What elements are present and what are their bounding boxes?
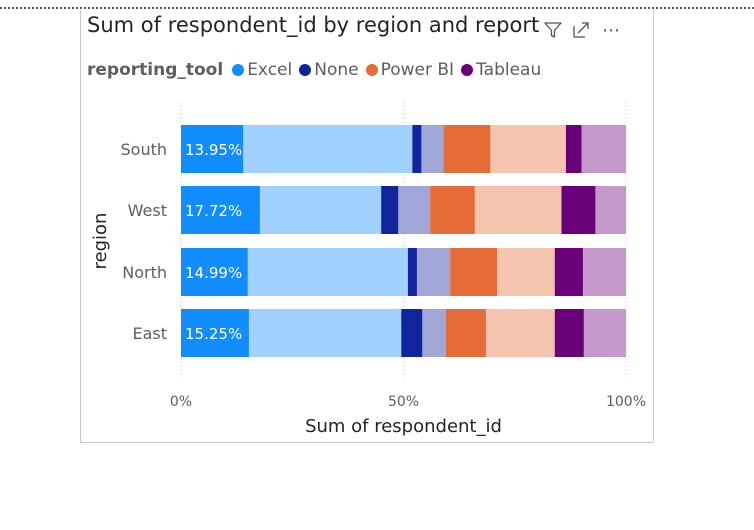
x-tick-label: 0% (170, 394, 192, 410)
y-category-label: East (132, 324, 167, 343)
data-label: 17.72% (185, 202, 242, 220)
y-axis-title: region (90, 213, 111, 270)
legend-label: Tableau (476, 60, 542, 80)
filter-icon[interactable] (540, 18, 566, 42)
bar-highlight-excel[interactable] (181, 248, 248, 296)
data-label: 14.99% (185, 264, 242, 282)
legend-label: Power BI (380, 60, 455, 80)
bar-highlight-none[interactable] (381, 186, 399, 234)
legend-item-excel[interactable]: Excel (232, 60, 292, 80)
report-canvas-boundary (0, 7, 754, 9)
legend-marker-tableau (461, 64, 474, 76)
x-axis-title: Sum of respondent_id (305, 416, 502, 437)
y-category-label: West (128, 201, 167, 220)
data-label: 13.95% (185, 141, 242, 159)
bar-highlight-power-bi[interactable] (450, 248, 497, 296)
legend-marker-power-bi (365, 64, 378, 76)
data-label: 15.25% (185, 325, 242, 343)
more-options-icon[interactable]: ⋯ (602, 19, 620, 41)
legend-label: Excel (247, 60, 293, 80)
legend-title: reporting_tool (87, 60, 224, 80)
legend-marker-none (299, 64, 312, 76)
bar-highlight-tableau[interactable] (554, 248, 583, 296)
bar-highlight-tableau[interactable] (554, 309, 584, 357)
bar-highlight-excel[interactable] (181, 309, 249, 357)
bar-highlight-excel[interactable] (181, 186, 260, 234)
chart-legend: reporting_tool Excel None Power BI Table… (87, 58, 548, 82)
x-tick-label: 50% (388, 394, 419, 410)
bar-highlight-tableau[interactable] (565, 125, 582, 173)
y-category-label: North (122, 263, 167, 282)
x-tick-label: 100% (606, 394, 646, 410)
legend-label: None (314, 60, 359, 80)
legend-item-power-bi[interactable]: Power BI (365, 60, 455, 80)
bar-highlight-tableau[interactable] (561, 186, 596, 234)
focus-mode-icon[interactable] (568, 18, 594, 42)
bar-highlight-none[interactable] (401, 309, 423, 357)
bar-highlight-power-bi[interactable] (445, 309, 486, 357)
bar-highlight-power-bi[interactable] (443, 125, 491, 173)
bar-highlight-power-bi[interactable] (430, 186, 475, 234)
legend-item-tableau[interactable]: Tableau (461, 60, 541, 80)
bar-highlight-none[interactable] (407, 248, 417, 296)
legend-item-none[interactable]: None (299, 60, 359, 80)
bar-highlight-excel[interactable] (181, 125, 244, 173)
bar-highlight-none[interactable] (412, 125, 422, 173)
y-category-label: South (121, 140, 168, 159)
legend-marker-excel (232, 64, 245, 76)
chart-title: Sum of respondent_id by region and repor… (87, 13, 539, 37)
